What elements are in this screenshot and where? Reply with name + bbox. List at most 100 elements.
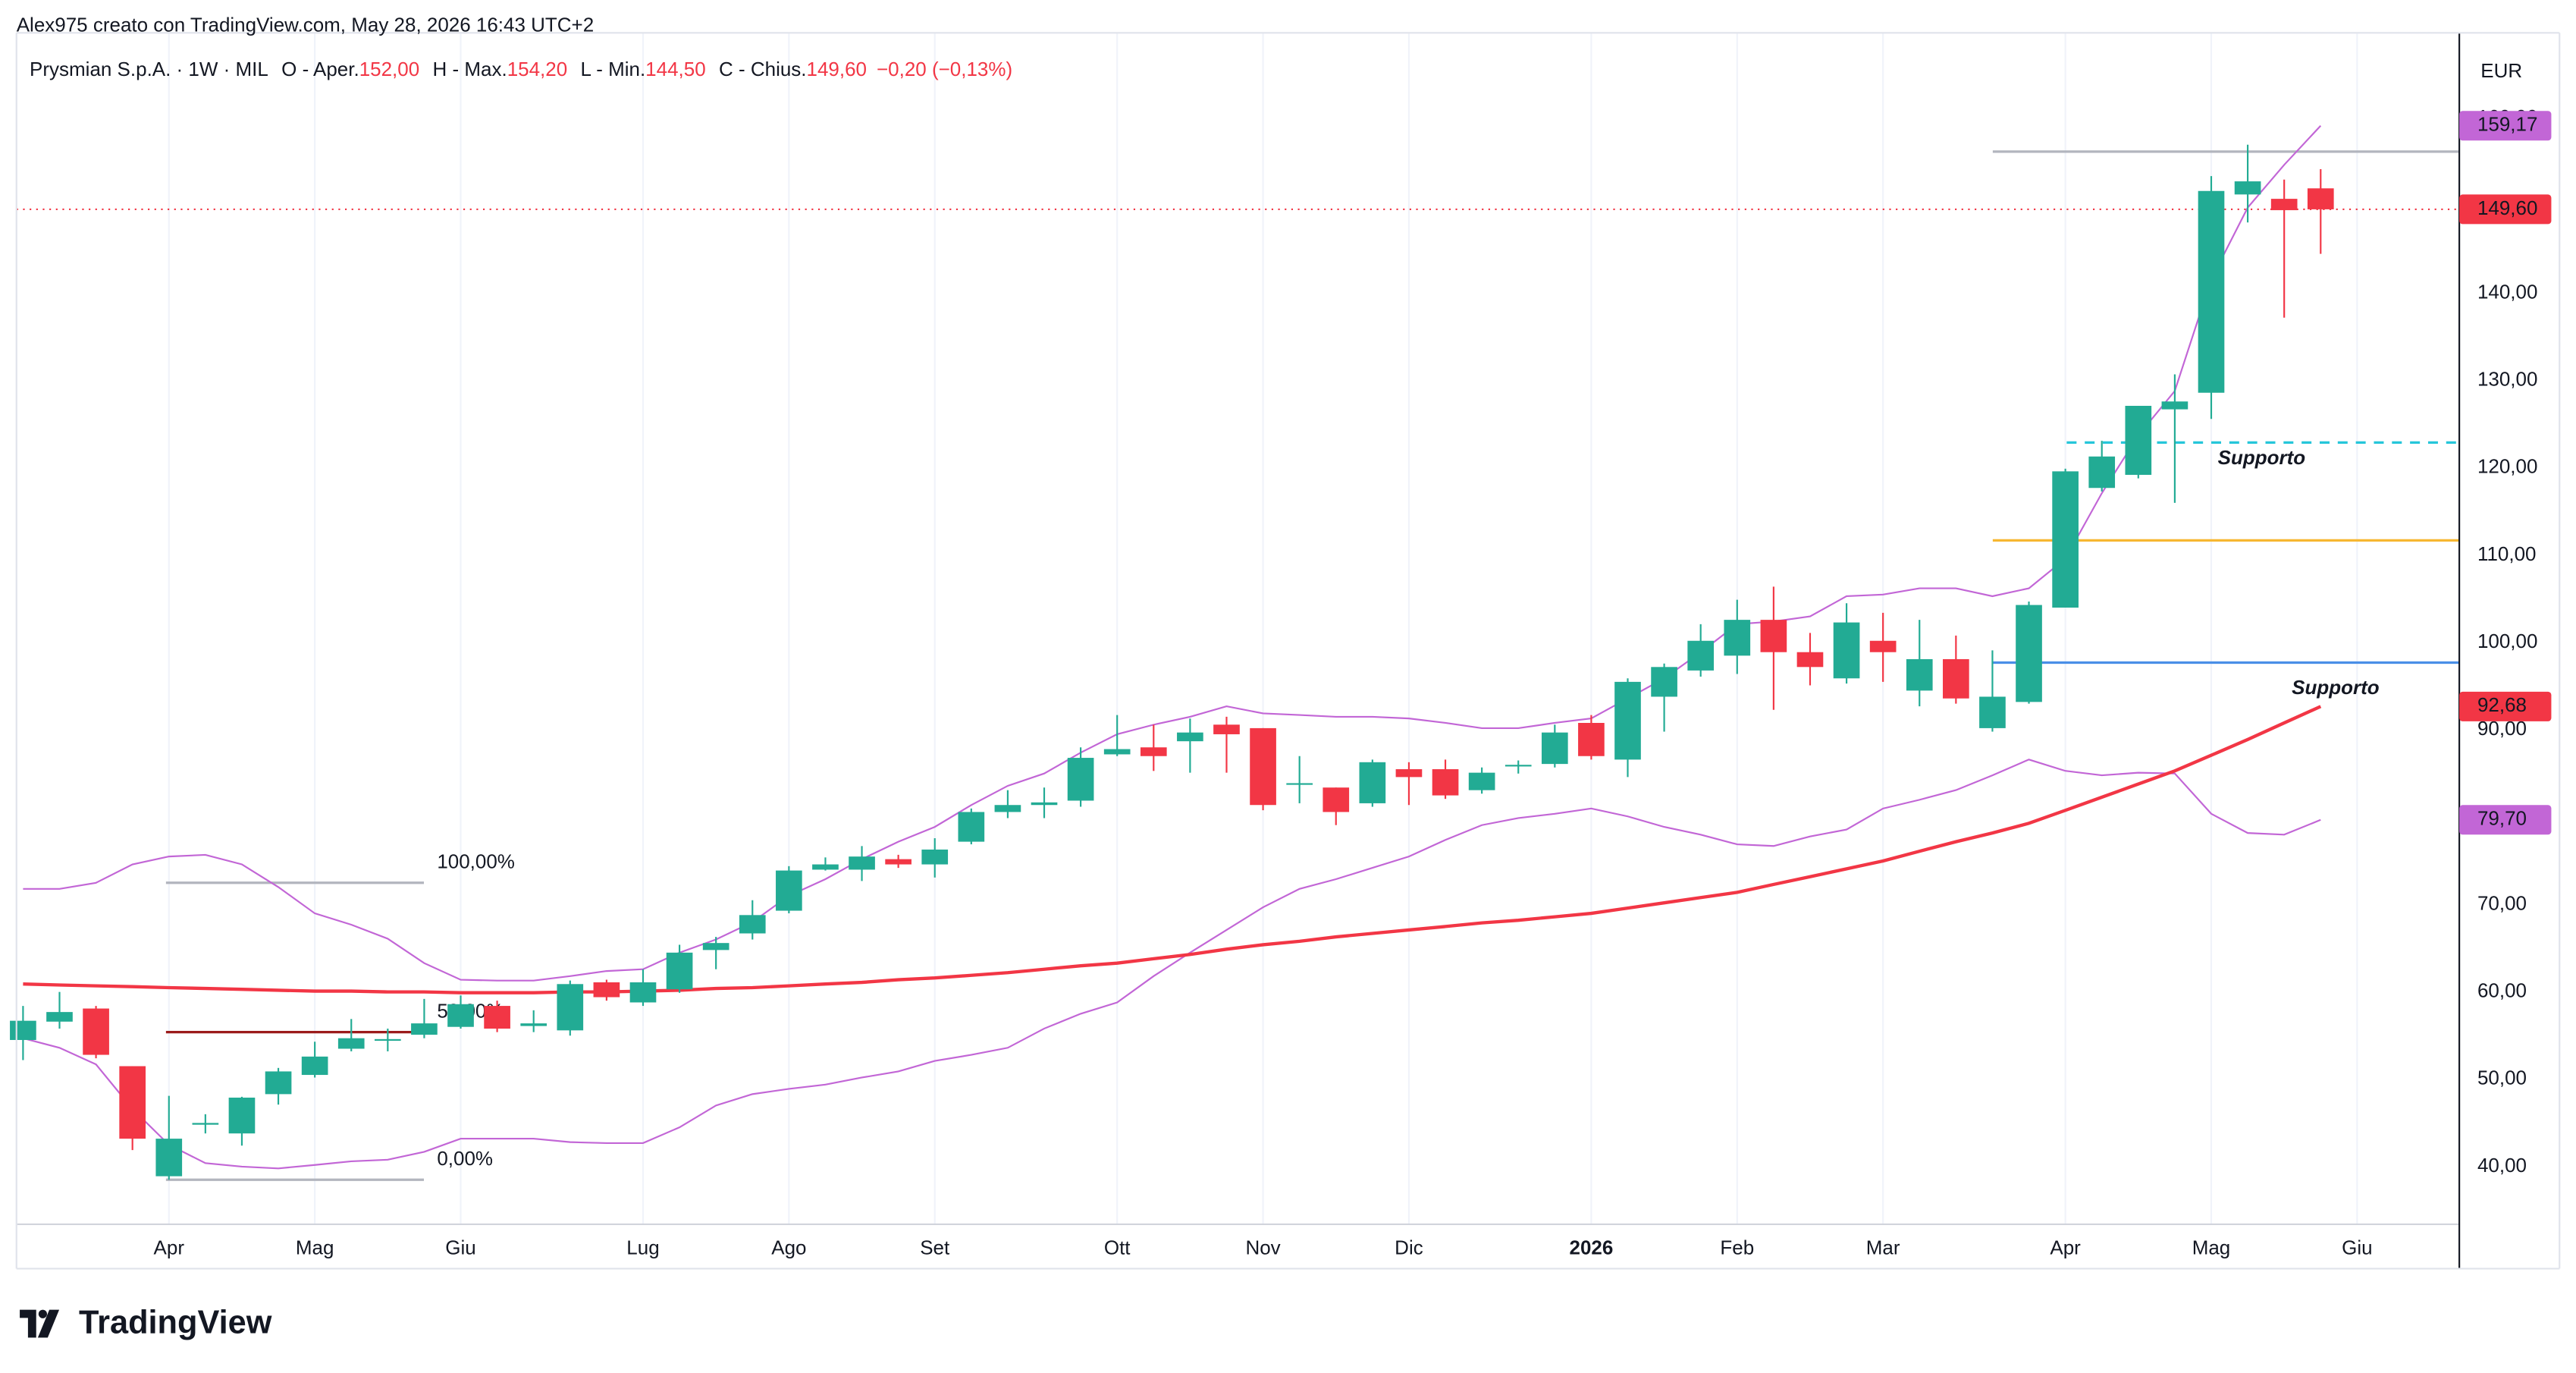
y-tick-label: 50,00 xyxy=(2477,1067,2527,1089)
candle-body xyxy=(1504,765,1532,767)
candle-body xyxy=(1541,732,1568,765)
candle-body xyxy=(557,984,584,1031)
price-label-box xyxy=(2459,805,2552,835)
candle-body xyxy=(1067,758,1094,801)
price-label: 149,60 xyxy=(2477,196,2537,219)
legend-item: C - Chius. xyxy=(719,58,807,80)
candle-body xyxy=(776,870,802,911)
y-tick-label: 70,00 xyxy=(2477,891,2527,914)
candle-body xyxy=(2161,401,2189,410)
candle-body xyxy=(958,812,985,842)
candle-body xyxy=(2234,181,2261,195)
candle-body xyxy=(155,1139,183,1177)
candle-body xyxy=(1468,772,1495,790)
candle-body xyxy=(1943,658,1969,699)
candles xyxy=(10,144,2334,1180)
candle-body xyxy=(265,1071,292,1095)
candle-body xyxy=(1395,769,1423,778)
price-label-box xyxy=(2459,194,2552,225)
legend-item: 149,60 xyxy=(807,58,867,80)
y-tick-label: 60,00 xyxy=(2477,979,2527,1002)
y-tick-label: 120,00 xyxy=(2477,455,2537,478)
candle-body xyxy=(629,982,657,1003)
currency[interactable]: EUR xyxy=(2480,59,2522,82)
candle-body xyxy=(2052,471,2079,608)
x-tick-label: Mar xyxy=(1866,1236,1900,1258)
y-tick-label: 130,00 xyxy=(2477,367,2537,390)
candle-body xyxy=(1323,787,1350,812)
candle-body xyxy=(1578,722,1605,756)
candle-body xyxy=(2088,456,2116,489)
x-tick-label: Lug xyxy=(626,1236,659,1258)
x-tick-label: Apr xyxy=(2050,1236,2081,1258)
candle-body xyxy=(1213,724,1240,734)
candle-body xyxy=(849,856,875,870)
level-label: Supporto xyxy=(2218,446,2306,469)
brand-logo: TradingView xyxy=(20,1305,272,1341)
candle-body xyxy=(1177,732,1203,742)
candle-body xyxy=(739,915,766,934)
candle-body xyxy=(10,1020,36,1040)
candle-body xyxy=(46,1012,73,1022)
candle-body xyxy=(1979,696,2006,728)
candle-body xyxy=(666,952,693,990)
legend-item: 154,20 xyxy=(507,58,567,80)
candle-body xyxy=(1687,640,1715,671)
indicator-line xyxy=(23,705,2322,994)
candle-body xyxy=(1031,802,1058,806)
price-labels: 159,17 79,70 92,68 149,60 xyxy=(2459,111,2552,835)
candle-body xyxy=(83,1008,109,1055)
brand: TradingView xyxy=(79,1305,272,1341)
legend-item: −0,20 (−0,13%) xyxy=(877,58,1012,80)
candle-body xyxy=(228,1097,256,1134)
candle-body xyxy=(1869,640,1897,652)
candle-body xyxy=(1724,620,1751,656)
indicator-lines xyxy=(23,124,2322,1170)
x-tick-label: Nov xyxy=(1245,1236,1280,1258)
y-tick-label: 100,00 xyxy=(2477,630,2537,652)
candle-body xyxy=(1796,652,1824,668)
legend-item: O - Aper. xyxy=(281,58,359,80)
x-tick-label: Feb xyxy=(1720,1236,1754,1258)
candle-body xyxy=(301,1056,328,1076)
x-tick-label: Dic xyxy=(1395,1236,1423,1258)
candle-body xyxy=(484,1006,510,1029)
y-tick-label: 110,00 xyxy=(2477,542,2537,565)
candle-body xyxy=(337,1038,365,1049)
x-tick-label: 2026 xyxy=(1570,1236,1614,1258)
x-tick-label: Mag xyxy=(296,1236,334,1258)
candle-body xyxy=(374,1038,401,1041)
candle-body xyxy=(2307,188,2334,209)
candle-body xyxy=(1140,747,1167,756)
x-tick-label: Giu xyxy=(2342,1236,2372,1258)
candle-body xyxy=(921,849,949,865)
candle-body xyxy=(593,982,620,998)
fib-label: 100,00% xyxy=(437,850,515,873)
price-label: 92,68 xyxy=(2477,693,2527,716)
candle-body xyxy=(1359,762,1386,803)
x-tick-label: Ago xyxy=(771,1236,806,1258)
logo-icon xyxy=(20,1309,60,1338)
price-label-box xyxy=(2459,111,2552,141)
level-label: Supporto xyxy=(2292,676,2380,699)
candle-body xyxy=(1614,681,1641,760)
price-label-box xyxy=(2459,691,2552,721)
y-tick-label: 40,00 xyxy=(2477,1154,2527,1177)
candle-body xyxy=(1103,749,1131,755)
candle-body xyxy=(520,1023,548,1026)
price-label: 159,17 xyxy=(2477,113,2537,136)
candle-body xyxy=(2198,190,2225,393)
candle-body xyxy=(2270,199,2298,211)
candle-body xyxy=(2016,605,2042,702)
candle-body xyxy=(1432,769,1459,796)
x-tick-label: Giu xyxy=(445,1236,475,1258)
candle-body xyxy=(812,864,839,870)
x-tick-label: Apr xyxy=(154,1236,185,1258)
attribution: Alex975 creato con TradingView.com, May … xyxy=(17,14,594,36)
candle-body xyxy=(1833,622,1860,679)
indicator-line xyxy=(23,124,2322,982)
candle-body xyxy=(702,943,730,950)
x-tick-label: Set xyxy=(920,1236,950,1258)
